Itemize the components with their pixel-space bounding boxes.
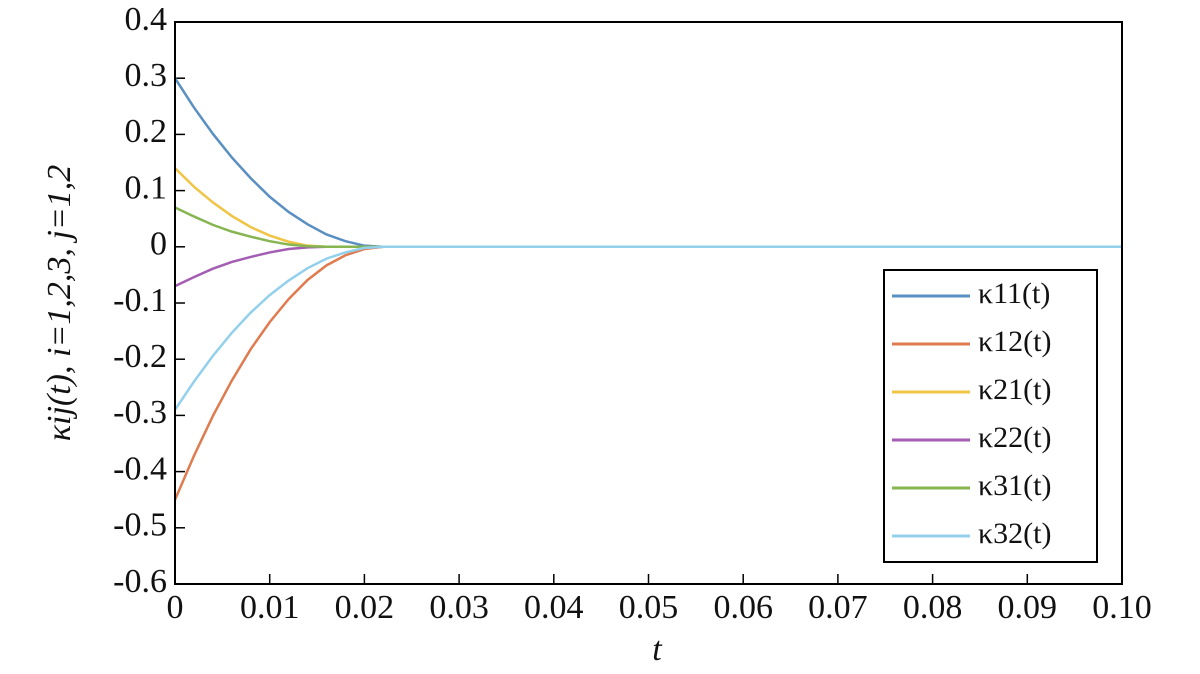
series-line [174, 167, 1122, 249]
y-tick-label: -0.6 [113, 563, 167, 600]
x-tick-label: 0.03 [429, 589, 489, 626]
y-tick-label: 0.4 [125, 1, 168, 38]
y-axis-label: κij(t), i=1,2,3, j=1,2 [41, 165, 78, 442]
y-tick-label: -0.4 [113, 450, 167, 487]
series-line [174, 206, 1122, 249]
y-tick-label: -0.2 [113, 338, 167, 375]
x-tick-label: 0.09 [998, 589, 1058, 626]
x-tick-label: 0.10 [1092, 589, 1152, 626]
y-tick-label: -0.1 [113, 282, 167, 319]
x-tick-label: 0.05 [619, 589, 679, 626]
y-tick-label: 0.2 [125, 113, 168, 150]
legend-label: κ22(t) [978, 421, 1051, 454]
legend-box [883, 269, 1098, 563]
legend-label: κ12(t) [978, 325, 1051, 358]
x-axis-label: t [652, 631, 663, 668]
legend-label: κ11(t) [978, 277, 1050, 310]
y-tick-label: 0.1 [125, 169, 168, 206]
x-tick-label: 0.01 [240, 589, 300, 626]
y-tick-label: -0.3 [113, 394, 167, 431]
y-tick-label: 0.3 [125, 57, 168, 94]
series-line [173, 77, 1122, 249]
legend-label: κ32(t) [978, 517, 1051, 550]
legend-label: κ21(t) [978, 373, 1051, 406]
y-tick-label: -0.5 [113, 507, 167, 544]
x-tick-label: 0 [167, 589, 184, 626]
legend-label: κ31(t) [978, 469, 1051, 502]
x-tick-label: 0.06 [713, 589, 773, 626]
x-tick-label: 0.08 [903, 589, 963, 626]
plot-frame [174, 21, 1123, 585]
x-tick-label: 0.04 [524, 589, 584, 626]
x-tick-label: 0.07 [808, 589, 868, 626]
series-line [173, 245, 1122, 411]
x-tick-label: 0.02 [335, 589, 395, 626]
y-tick-label: 0 [150, 226, 167, 263]
